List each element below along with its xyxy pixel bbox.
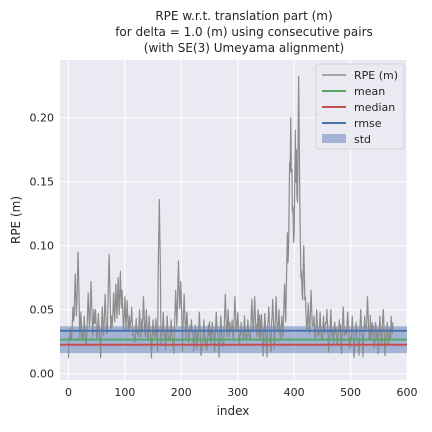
x-tick-label: 200 (171, 386, 192, 399)
legend-label-median: median (354, 101, 395, 114)
x-tick-label: 600 (397, 386, 418, 399)
chart-title: RPE w.r.t. translation part (m) for delt… (115, 9, 373, 55)
x-tick-label: 400 (284, 386, 305, 399)
x-axis-label: index (217, 404, 250, 418)
legend-box (315, 63, 405, 150)
y-tick-label: 0.00 (30, 368, 55, 381)
y-tick-label: 0.10 (30, 240, 55, 253)
legend-label-rpe: RPE (m) (354, 69, 398, 82)
x-axis-ticks: 0 100 200 300 400 500 600 (65, 386, 418, 399)
chart-title-line-3: (with SE(3) Umeyama alignment) (144, 41, 344, 55)
y-tick-label: 0.15 (30, 176, 55, 189)
legend-swatch-std (322, 134, 346, 143)
stat-lines-layer (60, 329, 407, 346)
legend-label-std: std (354, 133, 371, 146)
x-tick-label: 100 (114, 386, 135, 399)
chart-title-line-1: RPE w.r.t. translation part (m) (155, 9, 332, 23)
legend: RPE (m) mean median rmse std (315, 63, 405, 150)
y-axis-ticks: 0.00 0.05 0.10 0.15 0.20 (30, 112, 55, 381)
legend-label-rmse: rmse (354, 117, 382, 130)
x-tick-label: 500 (340, 386, 361, 399)
x-tick-label: 0 (65, 386, 72, 399)
y-axis-label: RPE (m) (9, 196, 23, 244)
y-tick-label: 0.20 (30, 112, 55, 125)
x-tick-label: 300 (227, 386, 248, 399)
legend-label-mean: mean (354, 85, 385, 98)
y-tick-label: 0.05 (30, 304, 55, 317)
chart-title-line-2: for delta = 1.0 (m) using consecutive pa… (115, 25, 373, 39)
grid (60, 60, 408, 380)
